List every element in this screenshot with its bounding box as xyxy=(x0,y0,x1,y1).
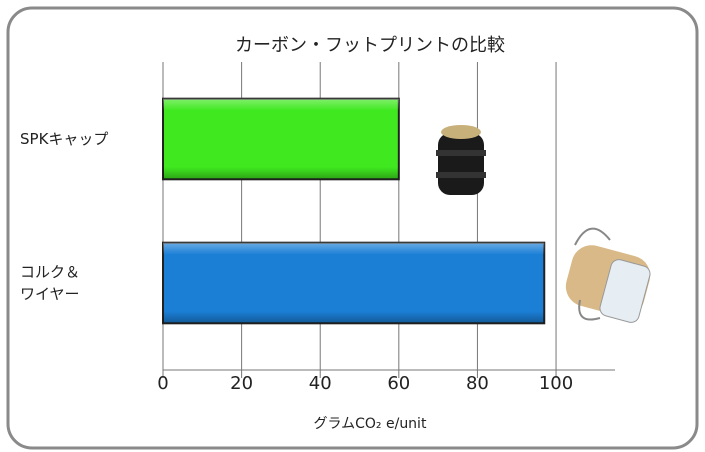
x-tick-label: 60 xyxy=(387,373,410,394)
bar-shade xyxy=(163,98,399,180)
bar-shade xyxy=(163,242,545,324)
x-tick-label: 40 xyxy=(309,373,332,394)
x-axis-label: グラムCO₂ e/unit xyxy=(314,416,427,432)
x-tick-label: 0 xyxy=(157,373,168,394)
y-tick-label: SPKキャップ xyxy=(20,130,109,148)
y-tick-label: コルク＆ ワイヤー xyxy=(20,263,81,303)
cork-image xyxy=(565,227,651,323)
cap-image xyxy=(436,125,486,195)
chart-title: カーボン・フットプリントの比較 xyxy=(235,35,505,56)
x-tick-label: 20 xyxy=(230,373,253,394)
x-tick-label: 100 xyxy=(539,373,573,394)
x-tick-label: 80 xyxy=(466,373,489,394)
